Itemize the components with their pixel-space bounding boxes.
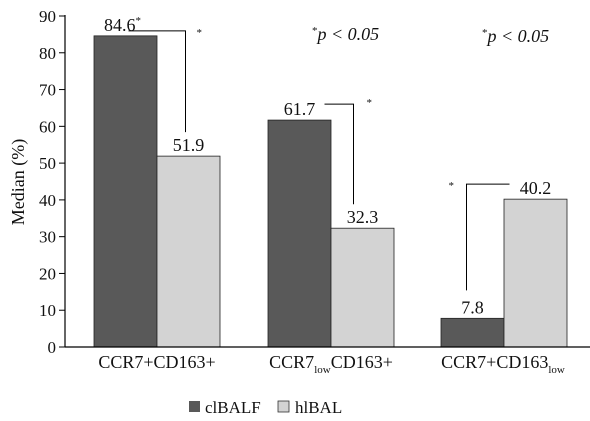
y-tick-label: 90 bbox=[39, 7, 56, 26]
x-axis: CCR7+CD163+ CCR7lowCD163+ CCR7+CD163low bbox=[65, 346, 590, 376]
y-tick-label: 60 bbox=[39, 117, 56, 136]
value-label-hlbal-2: 32.3 bbox=[347, 207, 379, 227]
annotation-1-star: * bbox=[312, 25, 318, 37]
bracket-group-1 bbox=[128, 30, 186, 133]
y-tick-label: 80 bbox=[39, 44, 56, 63]
annotation-1: *p < 0.05 bbox=[312, 24, 379, 44]
y-tick-label: 10 bbox=[39, 301, 56, 320]
legend-swatch-clbalf bbox=[189, 401, 200, 412]
bar-hlbal-1 bbox=[156, 155, 221, 348]
value-label-hlbal-3: 40.2 bbox=[520, 178, 552, 198]
bars bbox=[93, 35, 568, 348]
bracket-group-2-star: * bbox=[367, 97, 373, 109]
significance-brackets: * * * bbox=[128, 27, 510, 291]
x-tick-label-3: CCR7+CD163low bbox=[441, 352, 565, 376]
value-label-clbalf-3: 7.8 bbox=[461, 297, 484, 317]
x-tick-label-1: CCR7+CD163+ bbox=[98, 352, 215, 372]
bar-hlbal-3 bbox=[503, 198, 568, 348]
legend-swatch-hlbal bbox=[277, 400, 290, 413]
bracket-group-1-star: * bbox=[197, 27, 203, 39]
bar-hlbal-2 bbox=[330, 227, 395, 348]
y-tick-label: 30 bbox=[39, 228, 56, 247]
y-axis-label: Median (%) bbox=[8, 139, 29, 225]
legend-label-hlbal: hlBAL bbox=[295, 398, 342, 417]
bar-clbalf-1 bbox=[93, 35, 158, 348]
value-label-clbalf-2: 61.7 bbox=[284, 99, 316, 119]
annotation-1-text: p < 0.05 bbox=[316, 24, 380, 44]
legend: clBALF hlBAL bbox=[189, 398, 342, 417]
bracket-group-3 bbox=[466, 183, 510, 291]
y-tick-label: 50 bbox=[39, 154, 56, 173]
legend-label-clbalf: clBALF bbox=[205, 398, 261, 417]
annotation-2-text: p < 0.05 bbox=[486, 26, 550, 46]
bracket-group-3-star: * bbox=[449, 180, 455, 192]
annotation-2-star: * bbox=[482, 27, 488, 39]
y-tick-label: 40 bbox=[39, 191, 56, 210]
bar-clbalf-3 bbox=[440, 317, 505, 348]
bar-clbalf-2 bbox=[267, 119, 332, 348]
value-label-hlbal-1: 51.9 bbox=[173, 135, 205, 155]
y-tick-label: 20 bbox=[39, 264, 56, 283]
value-label-clbalf-1: 84.6* bbox=[104, 15, 141, 35]
y-tick-label: 70 bbox=[39, 81, 56, 100]
annotation-2: *p < 0.05 bbox=[482, 26, 549, 46]
bracket-group-2 bbox=[324, 103, 354, 205]
x-tick-label-2: CCR7lowCD163+ bbox=[269, 352, 393, 376]
y-tick-label: 0 bbox=[48, 338, 57, 357]
y-axis: 0 10 20 30 40 50 60 70 80 90 bbox=[39, 7, 66, 357]
value-labels: 84.6* 61.7 7.8 51.9 32.3 40.2 bbox=[104, 15, 551, 317]
